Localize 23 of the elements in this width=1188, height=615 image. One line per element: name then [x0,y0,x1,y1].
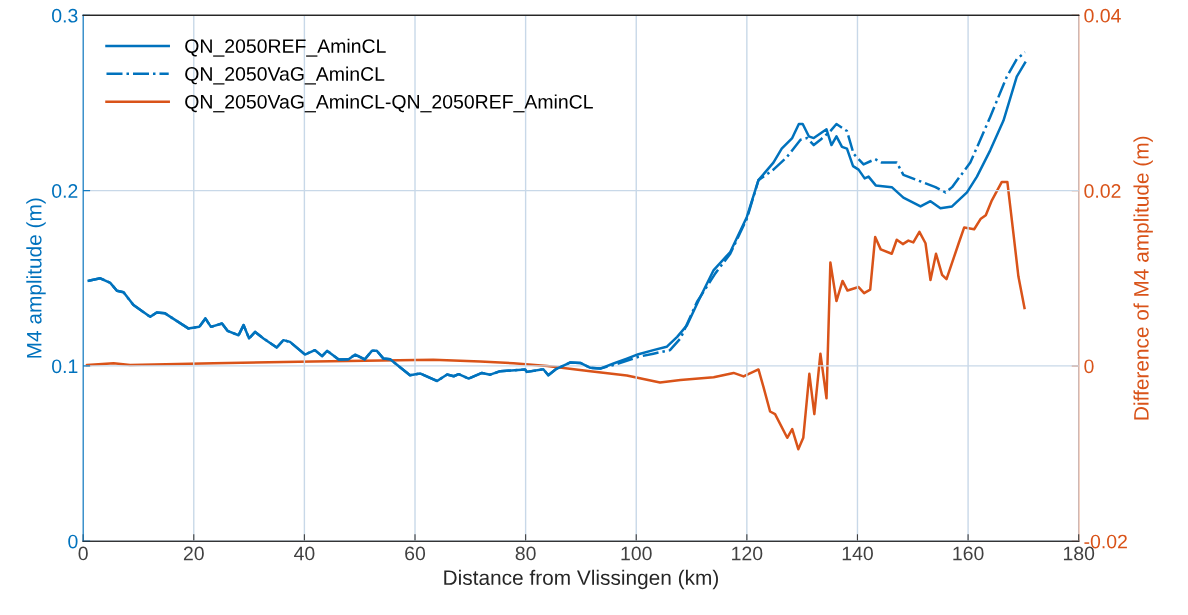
x-tick-label: 140 [842,546,873,561]
y-axis-title: M4 amplitude (m) [26,198,46,358]
line-series [85,180,1026,451]
y-tick-label: 0 [68,534,78,549]
x-tick-label: 100 [621,546,652,561]
y2-tick-label: 0 [1084,359,1094,374]
y2-tick-label: 0.02 [1084,184,1121,198]
y2-axis-title: Difference of M4 amplitude (m) [1133,136,1153,420]
x-tick-label: 20 [183,546,204,561]
legend-label: QN_2050VaG_AminCL [185,66,385,85]
x-axis-title: Distance from Vlissingen (km) [444,569,718,590]
x-tick-label: 0 [78,546,88,561]
x-tick-label: 160 [953,546,984,561]
y-tick-label: 0.2 [52,184,78,198]
x-tick-label: 40 [294,546,315,561]
x-tick-label: 80 [515,546,536,561]
legend-label: QN_2050VaG_AminCL-QN_2050REF_AminCL [185,94,593,113]
y-tick-label: 0.3 [52,8,78,23]
x-tick-label: 60 [405,546,426,561]
y-tick-label: 0.1 [52,359,78,374]
x-tick-label: 120 [732,546,763,561]
y2-tick-label: 0.04 [1084,8,1121,23]
legend-label: QN_2050REF_AminCL [185,38,386,57]
